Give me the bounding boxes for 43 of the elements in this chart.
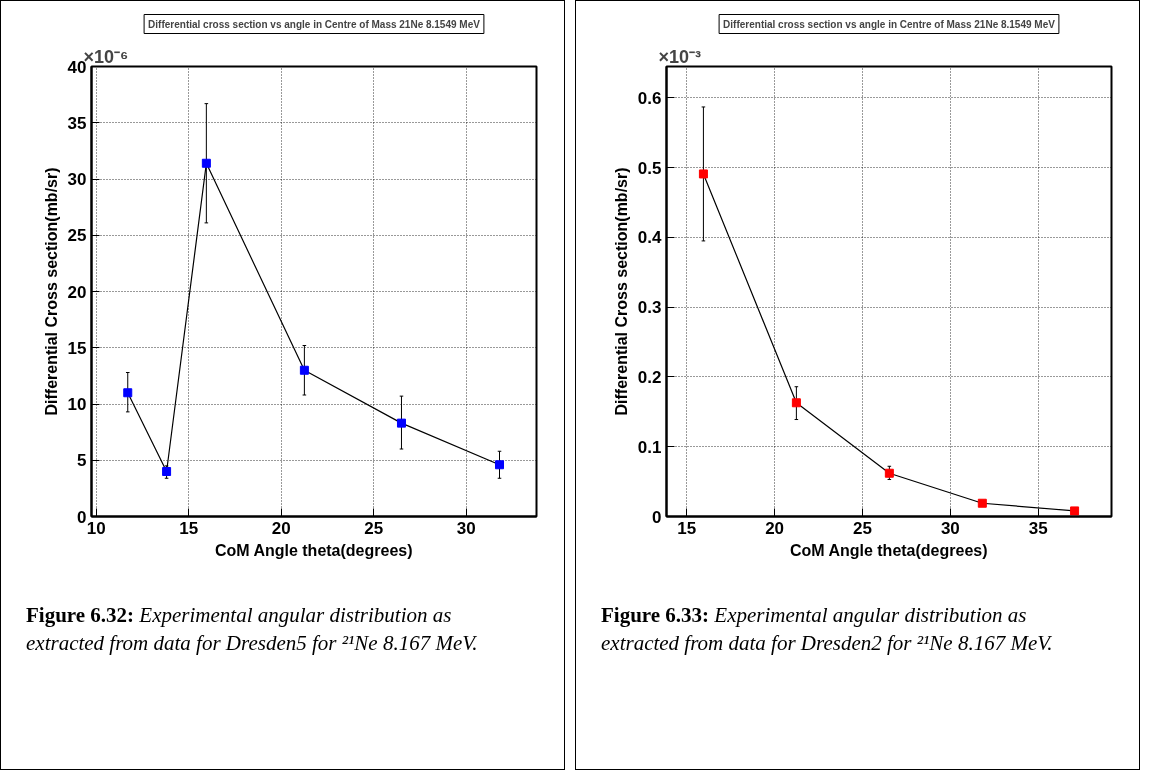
y-tick-label: 30 [67, 170, 87, 189]
x-tick-label: 25 [364, 518, 384, 538]
point [201, 158, 211, 168]
x-tick-label: 30 [940, 518, 960, 538]
y-tick-label: 0 [77, 507, 87, 527]
x-tick-label: 25 [853, 518, 872, 538]
point [299, 365, 309, 375]
point [977, 498, 987, 508]
point [123, 388, 133, 398]
point [162, 467, 172, 476]
x-axis-title: CoM Angle theta(degrees) [789, 541, 988, 559]
y-tick-label: 0.1 [637, 437, 662, 457]
y-tick-label: 25 [67, 226, 87, 246]
y-tick-label: 0.2 [637, 367, 662, 387]
y-tick-label: 15 [67, 338, 87, 358]
chart-title: Differential cross section vs angle in Centre of Mass 21Ne 8.1549 MeV [148, 18, 481, 30]
point [396, 418, 406, 428]
chart-title: Differential cross section vs angle in Centre of Mass 21Ne 8.1549 MeV [723, 18, 1056, 30]
x-tick-label: 30 [456, 518, 476, 538]
x-axis-title: CoM Angle theta(degrees) [214, 541, 413, 559]
x-tick-label: 20 [765, 518, 785, 538]
y-tick-label: 5 [77, 451, 87, 471]
y-tick-label: 0.6 [637, 88, 662, 108]
caption: Figure 6.33: Experimental angular distribution as extracted from data for Dresden2 for ²¹Ne 8.167 MeV. [601, 603, 1053, 656]
y-axis-title: Differential Cross section(mb/sr) [612, 167, 630, 416]
y-tick-label: 0 [652, 507, 662, 527]
y-tick-label: 10 [67, 395, 87, 414]
x-tick-label: 20 [271, 518, 291, 538]
point [495, 460, 505, 470]
point [791, 398, 801, 408]
annotation: ×10⁻³ [658, 46, 702, 67]
y-axis-title: Differential Cross section(mb/sr) [42, 167, 60, 416]
x-tick-label: 35 [1028, 518, 1048, 538]
caption: Figure 6.32: Experimental angular distribution as extracted from data for Dresden5 for ²¹Ne 8.167 MeV. [26, 603, 478, 656]
x-tick-label: 15 [179, 518, 199, 538]
y-tick-label: 0.5 [637, 158, 662, 178]
y-tick-label: 0.4 [637, 228, 663, 248]
y-tick-label: 35 [67, 113, 87, 133]
y-tick-label: 0.3 [637, 298, 662, 318]
y-tick-label: 20 [67, 282, 87, 302]
x-tick-label: 15 [677, 518, 697, 538]
point [698, 169, 708, 179]
point [1070, 506, 1080, 516]
